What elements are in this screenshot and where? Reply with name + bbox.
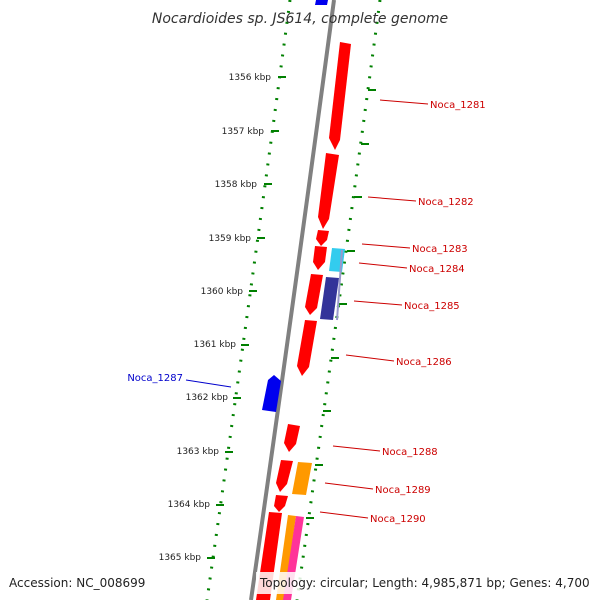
scale-label-1362: 1362 kbp — [186, 393, 229, 403]
scale-label-1356: 1356 kbp — [229, 73, 272, 83]
accession-text: Accession: NC_008699 — [9, 576, 145, 590]
scale-label-1364: 1364 kbp — [168, 500, 211, 510]
scale-label-1365: 1365 kbp — [159, 553, 202, 563]
gene-label-noca-1284: Noca_1284 — [409, 264, 465, 275]
feature-orange — [292, 462, 312, 495]
gene-label-noca-1287: Noca_1287 — [127, 373, 183, 384]
feature-navy — [320, 277, 339, 320]
topology-backdrop — [256, 572, 596, 594]
gene-noca-1282 — [318, 153, 339, 229]
gene-noca-1284 — [313, 246, 327, 270]
gene-label-noca-1283: Noca_1283 — [412, 244, 468, 255]
gene-reverse-top — [315, 0, 328, 5]
gene-label-noca-1286: Noca_1286 — [396, 357, 452, 368]
gene-noca-1289 — [276, 460, 293, 492]
gene-noca-1290 — [274, 495, 288, 512]
gene-label-noca-1281: Noca_1281 — [430, 100, 486, 111]
gene-noca-1287 — [262, 375, 281, 412]
feature-stripe — [336, 249, 343, 321]
gene-noca-1283 — [316, 230, 329, 246]
scale-label-1363: 1363 kbp — [177, 447, 220, 457]
label-connectors — [185, 99, 429, 519]
scale-ticks — [207, 76, 376, 559]
gene-label-noca-1288: Noca_1288 — [382, 447, 438, 458]
gene-label-noca-1282: Noca_1282 — [418, 197, 474, 208]
scale-label-1357: 1357 kbp — [222, 127, 265, 137]
gene-label-noca-1285: Noca_1285 — [404, 301, 460, 312]
scale-label-1358: 1358 kbp — [215, 180, 258, 190]
gene-label-noca-1289: Noca_1289 — [375, 485, 431, 496]
gene-noca-1285 — [305, 274, 323, 315]
gene-noca-1281 — [329, 42, 351, 150]
scale-label-1359: 1359 kbp — [209, 234, 252, 244]
gene-noca-1286 — [297, 320, 317, 376]
gene-label-noca-1290: Noca_1290 — [370, 514, 426, 525]
topology-text: Topology: circular; Length: 4,985,871 bp… — [259, 576, 590, 590]
scale-label-1361: 1361 kbp — [194, 340, 237, 350]
genome-backbone — [249, 0, 336, 600]
gene-noca-1288 — [284, 424, 300, 452]
map-title: Nocardioides sp. JS614, complete genome — [152, 11, 448, 27]
scale-label-1360: 1360 kbp — [201, 287, 244, 297]
